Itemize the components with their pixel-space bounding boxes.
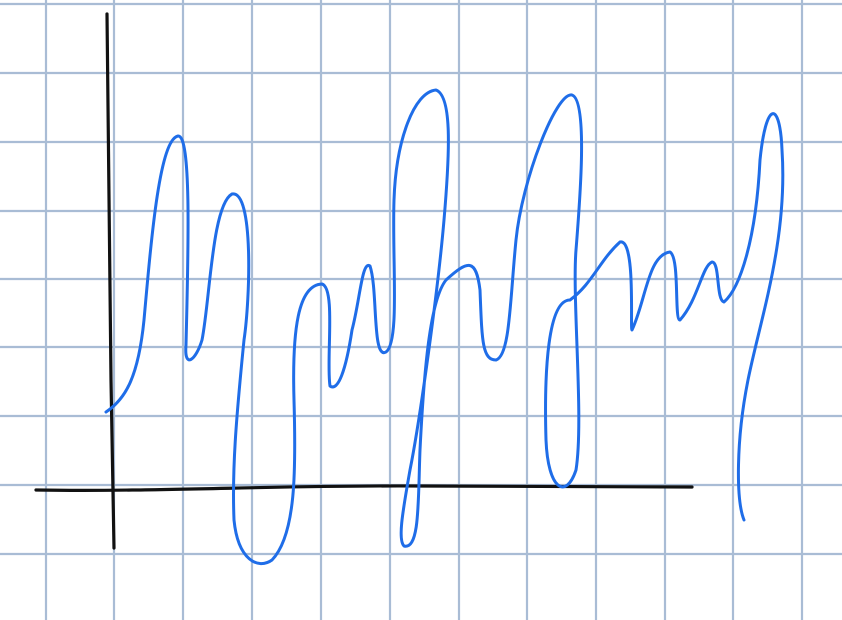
wavy-curve: [104, 88, 785, 566]
x-axis: [34, 484, 694, 492]
